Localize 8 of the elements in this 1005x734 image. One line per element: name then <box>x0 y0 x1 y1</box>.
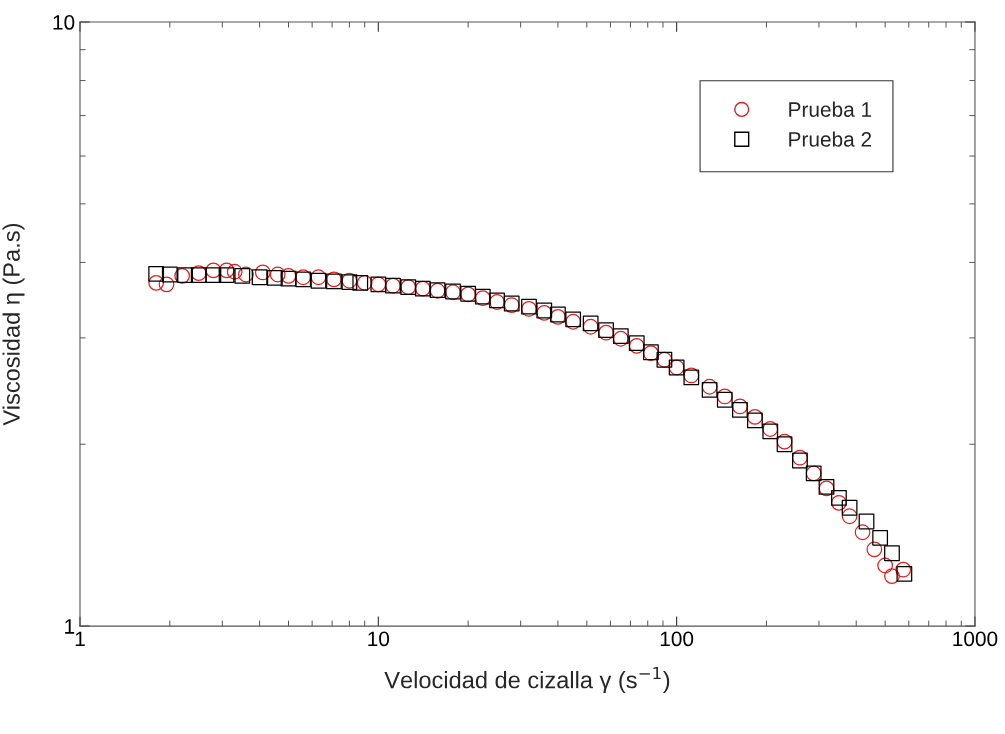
x-tick-label: 1000 <box>953 631 998 647</box>
x-axis-title: Velocidad de cizalla γ (s$^{−1}$) <box>384 667 670 694</box>
x-tick-label: 10 <box>368 631 390 647</box>
x-tick-label: 100 <box>660 631 694 647</box>
x-tick-label: 1 <box>75 631 85 647</box>
legend-label: Prueba 2 <box>789 131 872 147</box>
legend-label: Prueba 1 <box>789 101 872 117</box>
y-axis-title: Viscosidad η (Pa.s) <box>2 224 25 426</box>
